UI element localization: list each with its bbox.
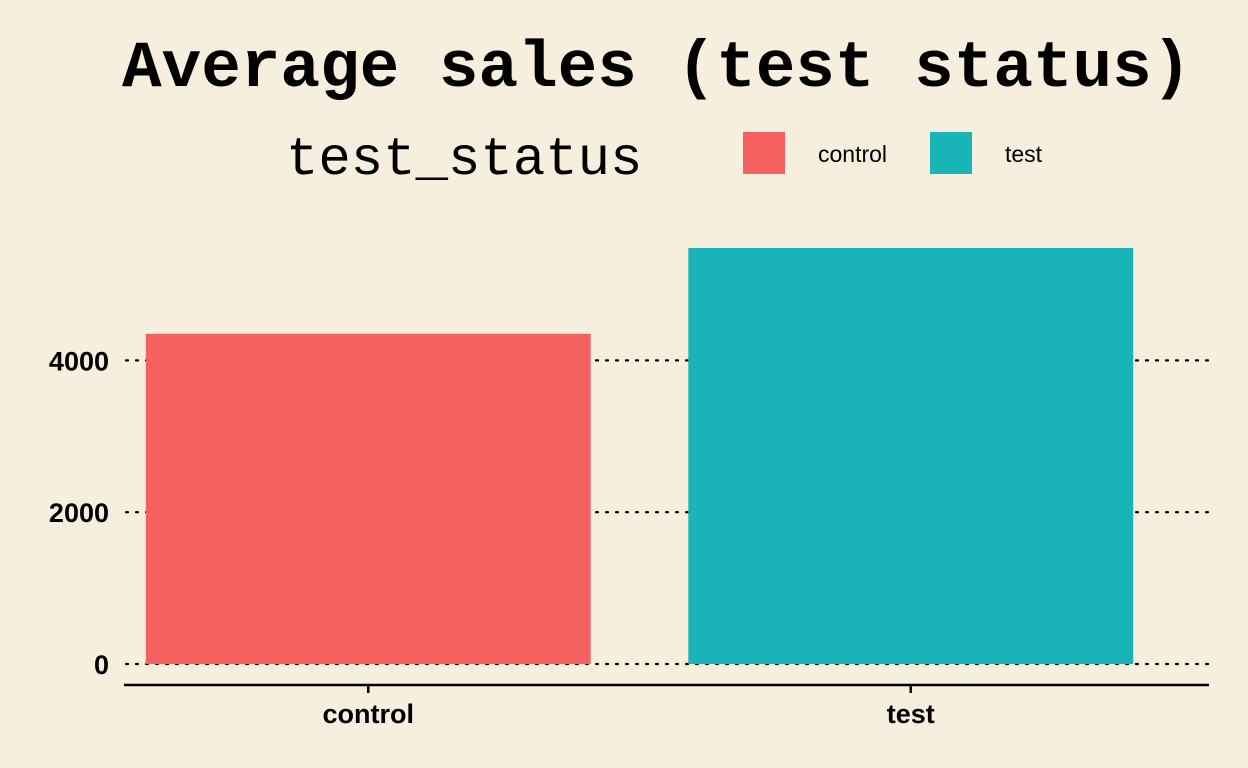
bar-control bbox=[145, 333, 591, 664]
x-tick-label-test: test bbox=[887, 699, 935, 729]
legend: test_status control test bbox=[286, 130, 1043, 191]
legend-title: test_status bbox=[286, 130, 642, 191]
legend-label-test: test bbox=[1005, 141, 1043, 167]
y-tick-label: 2000 bbox=[49, 498, 109, 528]
x-axis: control test bbox=[124, 683, 1209, 729]
legend-key-test bbox=[930, 132, 972, 174]
legend-label-control: control bbox=[818, 141, 887, 167]
x-tick-label-control: control bbox=[323, 699, 415, 729]
y-tick-label: 0 bbox=[94, 650, 109, 680]
bar-test bbox=[688, 248, 1134, 664]
legend-key-control bbox=[743, 132, 785, 174]
chart-title: Average sales (test status) bbox=[122, 31, 1191, 106]
y-tick-label: 4000 bbox=[49, 346, 109, 376]
bars bbox=[145, 248, 1134, 664]
y-axis: 0 2000 4000 bbox=[49, 346, 109, 680]
